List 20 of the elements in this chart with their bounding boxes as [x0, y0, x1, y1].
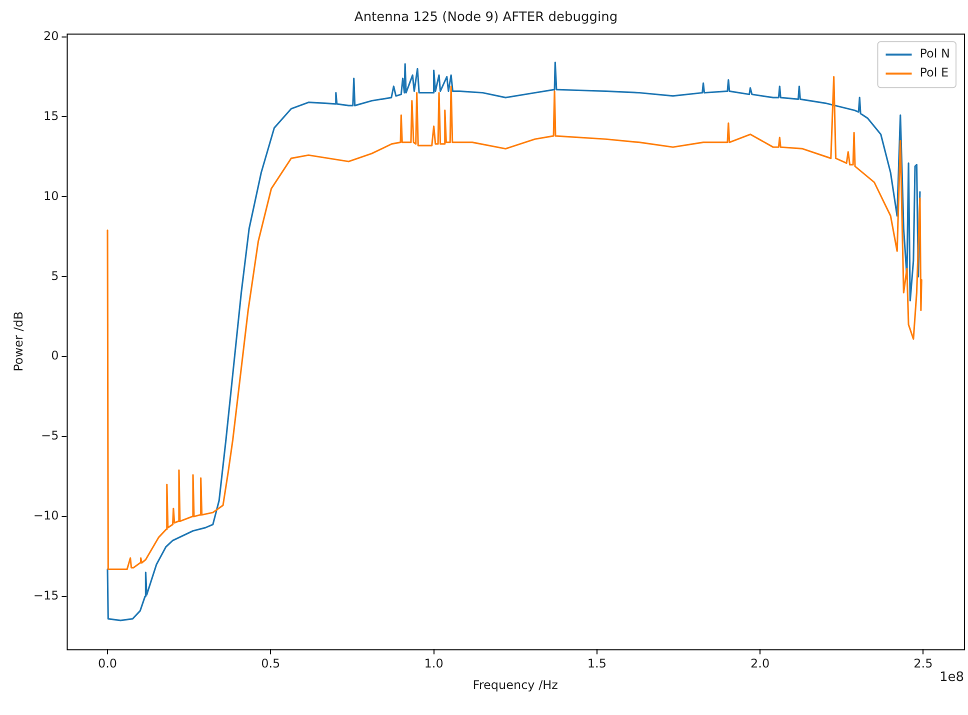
x-tick-label: 2.5: [914, 656, 933, 671]
x-tick-label: 0.0: [98, 656, 118, 671]
x-tick-label: 2.0: [750, 656, 770, 671]
y-tick-label: −15: [33, 588, 59, 603]
y-tick-label: −10: [33, 508, 59, 523]
x-axis-title: Frequency /Hz: [472, 678, 558, 692]
y-axis-title: Power /dB: [11, 311, 26, 372]
y-tick-label: 10: [43, 188, 59, 203]
y-tick-label: 15: [43, 108, 59, 123]
legend-label: Pol E: [920, 66, 949, 80]
y-tick-label: 20: [43, 28, 59, 43]
chart-title: Antenna 125 (Node 9) AFTER debugging: [354, 10, 618, 26]
y-tick-label: −5: [41, 428, 59, 443]
y-tick-label: 5: [51, 268, 59, 283]
text: 1e8: [939, 670, 964, 686]
legend-label: Pol N: [920, 46, 950, 61]
x-tick-label: 1.5: [587, 656, 606, 671]
y-tick-label: 0: [51, 348, 59, 363]
x-tick-label: 1.0: [424, 656, 444, 671]
x-tick-label: 0.5: [261, 656, 280, 671]
